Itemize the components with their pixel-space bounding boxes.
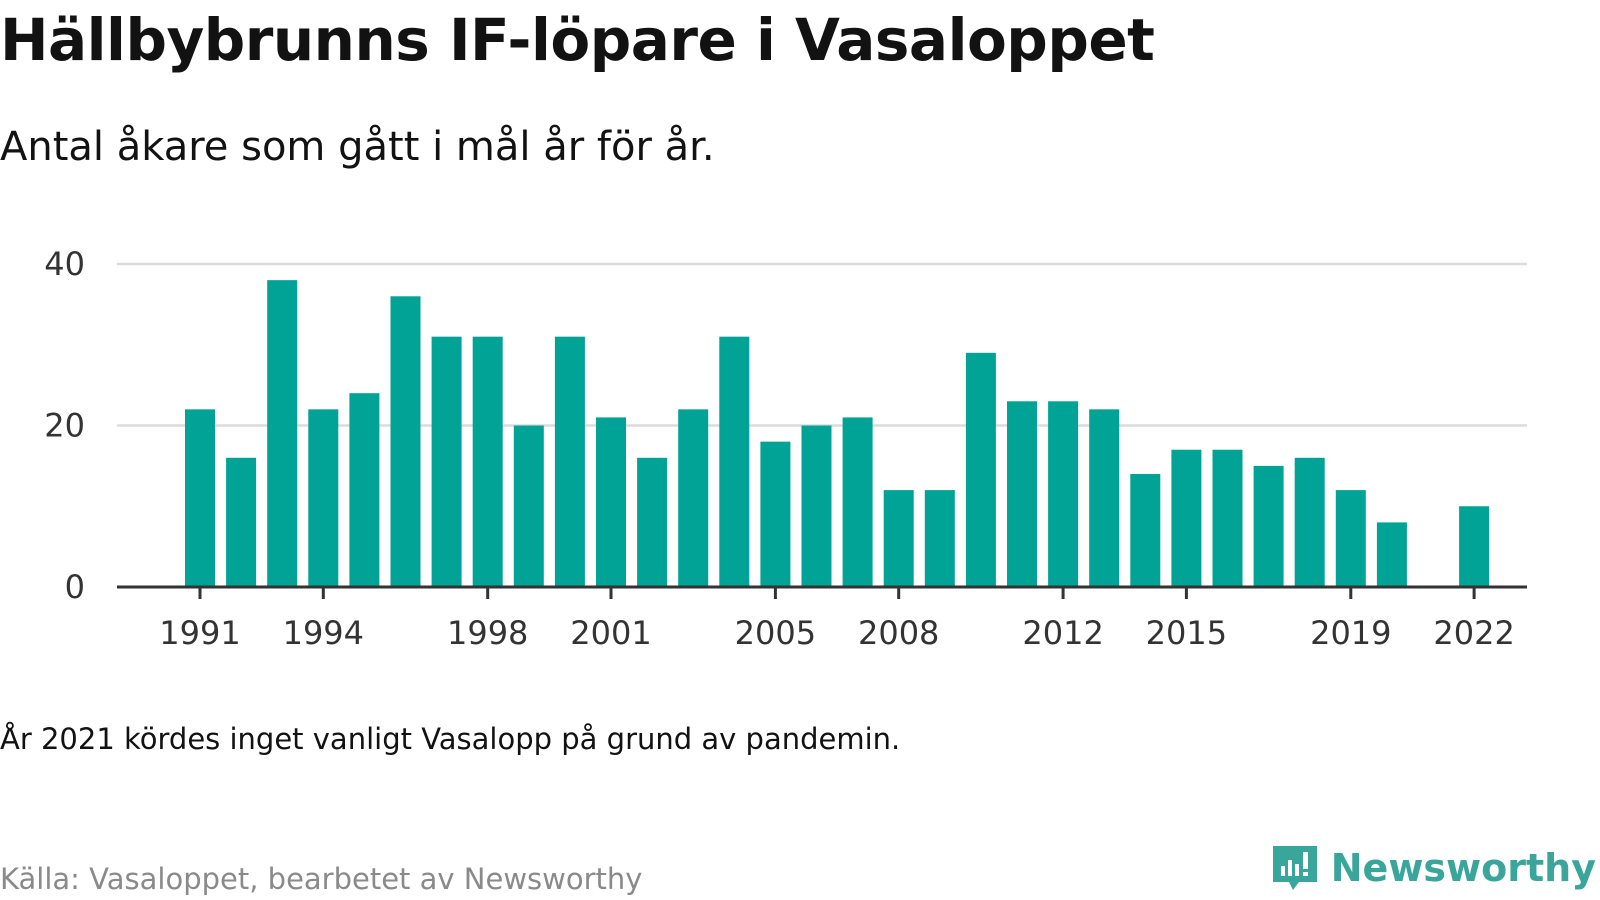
bar-2019	[1335, 490, 1366, 587]
x-tick-label: 2019	[1310, 614, 1391, 652]
x-tick-label: 2022	[1433, 614, 1514, 652]
x-tick-label: 2008	[858, 614, 939, 652]
x-axis-labels: 1991 1994 1998 2001 2005 2008 2012 2015 2019 2022	[159, 614, 1515, 652]
x-tick-label: 2015	[1146, 614, 1227, 652]
brand-name: Newsworthy	[1330, 846, 1596, 890]
bar-2013	[1089, 409, 1120, 587]
bar-2014	[1130, 473, 1161, 587]
bar-1997	[431, 336, 462, 587]
x-tick-label: 1998	[447, 614, 528, 652]
bar-2005	[760, 441, 791, 587]
chart-title: Hällbybrunns IF-löpare i Vasaloppet	[0, 6, 1155, 74]
bar-2007	[842, 417, 873, 587]
y-tick-label: 0	[65, 568, 85, 606]
bar-1994	[308, 409, 339, 587]
bar-2008	[883, 490, 914, 587]
x-tick-label: 2005	[735, 614, 816, 652]
bar-1995	[349, 393, 380, 587]
y-tick-label: 20	[44, 407, 85, 445]
bar-2012	[1048, 401, 1079, 587]
x-axis	[117, 585, 1527, 599]
bar-2002	[637, 457, 668, 587]
bar-2015	[1171, 449, 1202, 587]
chart-subtitle: Antal åkare som gått i mål år för år.	[0, 124, 715, 170]
bar-1999	[513, 425, 544, 587]
bar-2006	[801, 425, 832, 587]
bar-2004	[719, 336, 750, 587]
bars	[185, 280, 1490, 587]
footnote: År 2021 kördes inget vanligt Vasalopp på…	[0, 722, 901, 756]
bar-1998	[472, 336, 503, 587]
x-tick-label: 1994	[283, 614, 364, 652]
bar-2009	[924, 490, 955, 587]
bar-2016	[1212, 449, 1243, 587]
x-tick-label: 2001	[570, 614, 651, 652]
bar-2011	[1007, 401, 1037, 587]
bar-2003	[678, 409, 709, 587]
bar-2000	[554, 336, 585, 587]
y-tick-label: 40	[44, 245, 85, 283]
bar-1993	[267, 280, 298, 587]
bar-chart: 0 20 40 1991 1994 1998 2001 2005 2008 2012 2015 20…	[44, 245, 1527, 652]
bar-2020	[1376, 522, 1407, 587]
x-tick-label: 1991	[159, 614, 240, 652]
bar-2018	[1294, 457, 1325, 587]
bar-2001	[596, 417, 626, 587]
newsworthy-logo-icon	[1272, 846, 1317, 890]
bar-2022	[1459, 506, 1490, 587]
bar-2017	[1253, 465, 1284, 587]
brand-logo: Newsworthy	[1269, 842, 1596, 894]
bar-1996	[390, 296, 421, 587]
bar-2010	[965, 352, 996, 587]
x-tick-label: 2012	[1022, 614, 1103, 652]
y-axis-labels: 0 20 40	[44, 245, 85, 606]
gridlines	[117, 262, 1527, 427]
bar-1992	[226, 457, 257, 587]
bar-1991	[185, 409, 215, 587]
source-note: Källa: Vasaloppet, bearbetet av Newswort…	[0, 862, 643, 896]
